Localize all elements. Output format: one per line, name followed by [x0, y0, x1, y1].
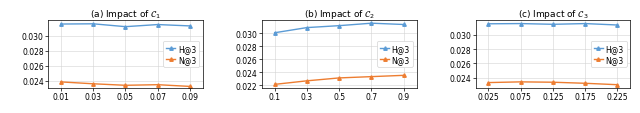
H@3	[335, 26, 343, 27]
N@3	[517, 81, 525, 83]
H@3	[400, 25, 408, 26]
N@3	[335, 78, 343, 79]
N@3	[484, 82, 492, 84]
N@3	[186, 86, 194, 87]
H@3	[303, 28, 311, 29]
Line: H@3: H@3	[59, 23, 192, 29]
Legend: H@3, N@3: H@3, N@3	[591, 41, 627, 67]
Title: (b) Impact of $\mathcal{C}_2$: (b) Impact of $\mathcal{C}_2$	[303, 7, 375, 20]
N@3	[303, 80, 311, 82]
H@3	[367, 23, 375, 25]
H@3	[614, 25, 621, 26]
N@3	[122, 85, 129, 86]
Legend: H@3, N@3: H@3, N@3	[163, 41, 199, 67]
H@3	[57, 24, 65, 26]
Line: N@3: N@3	[273, 74, 406, 86]
Line: H@3: H@3	[273, 22, 406, 35]
N@3	[271, 84, 278, 85]
Title: (c) Impact of $\mathcal{C}_3$: (c) Impact of $\mathcal{C}_3$	[518, 7, 588, 20]
N@3	[614, 84, 621, 86]
N@3	[549, 82, 557, 83]
H@3	[581, 24, 589, 25]
H@3	[517, 24, 525, 25]
N@3	[367, 76, 375, 78]
N@3	[400, 75, 408, 76]
Legend: H@3, N@3: H@3, N@3	[377, 41, 413, 67]
H@3	[90, 24, 97, 25]
Line: H@3: H@3	[486, 23, 620, 27]
H@3	[484, 24, 492, 25]
Title: (a) Impact of $\mathcal{C}_1$: (a) Impact of $\mathcal{C}_1$	[90, 7, 161, 20]
N@3	[154, 84, 161, 86]
Line: N@3: N@3	[59, 80, 192, 88]
N@3	[90, 83, 97, 85]
Line: N@3: N@3	[486, 80, 620, 87]
H@3	[186, 26, 194, 27]
N@3	[581, 83, 589, 84]
H@3	[154, 25, 161, 26]
H@3	[122, 27, 129, 28]
N@3	[57, 81, 65, 83]
H@3	[271, 33, 278, 34]
H@3	[549, 24, 557, 26]
